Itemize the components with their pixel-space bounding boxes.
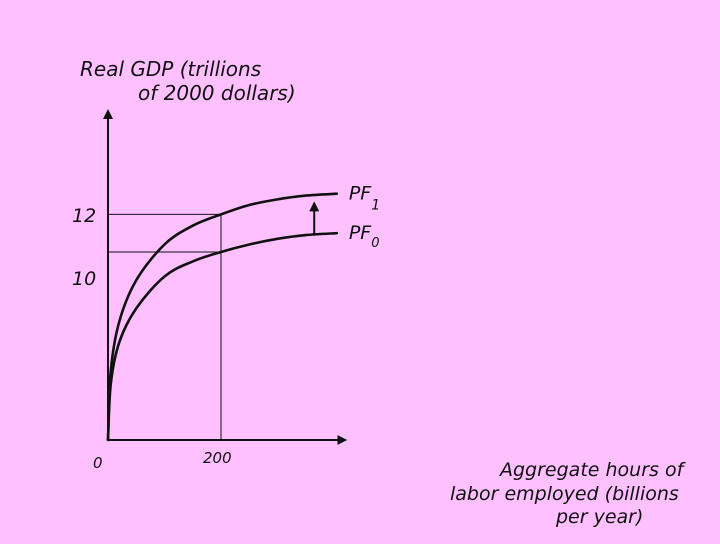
x-tick-label-200: 200 <box>203 449 232 467</box>
series-line-pf0 <box>106 231 339 442</box>
y-tick-label-10: 10 <box>72 268 96 290</box>
y-axis-label-line1: Real GDP (trillions <box>80 57 261 81</box>
y-axis-label-line2: of 2000 dollars) <box>138 81 296 105</box>
series-label-pf1: PF1 <box>349 183 380 214</box>
series-label-pf0: PF0 <box>349 222 380 251</box>
x-axis-label-line2: labor employed (billions <box>450 483 679 505</box>
origin-label: 0 <box>93 454 103 472</box>
y-tick-label-12: 12 <box>72 205 96 227</box>
series-line-pf1 <box>106 192 339 442</box>
x-axis-label-line1: Aggregate hours of <box>498 459 687 481</box>
x-axis-label-line3: per year) <box>555 506 643 528</box>
